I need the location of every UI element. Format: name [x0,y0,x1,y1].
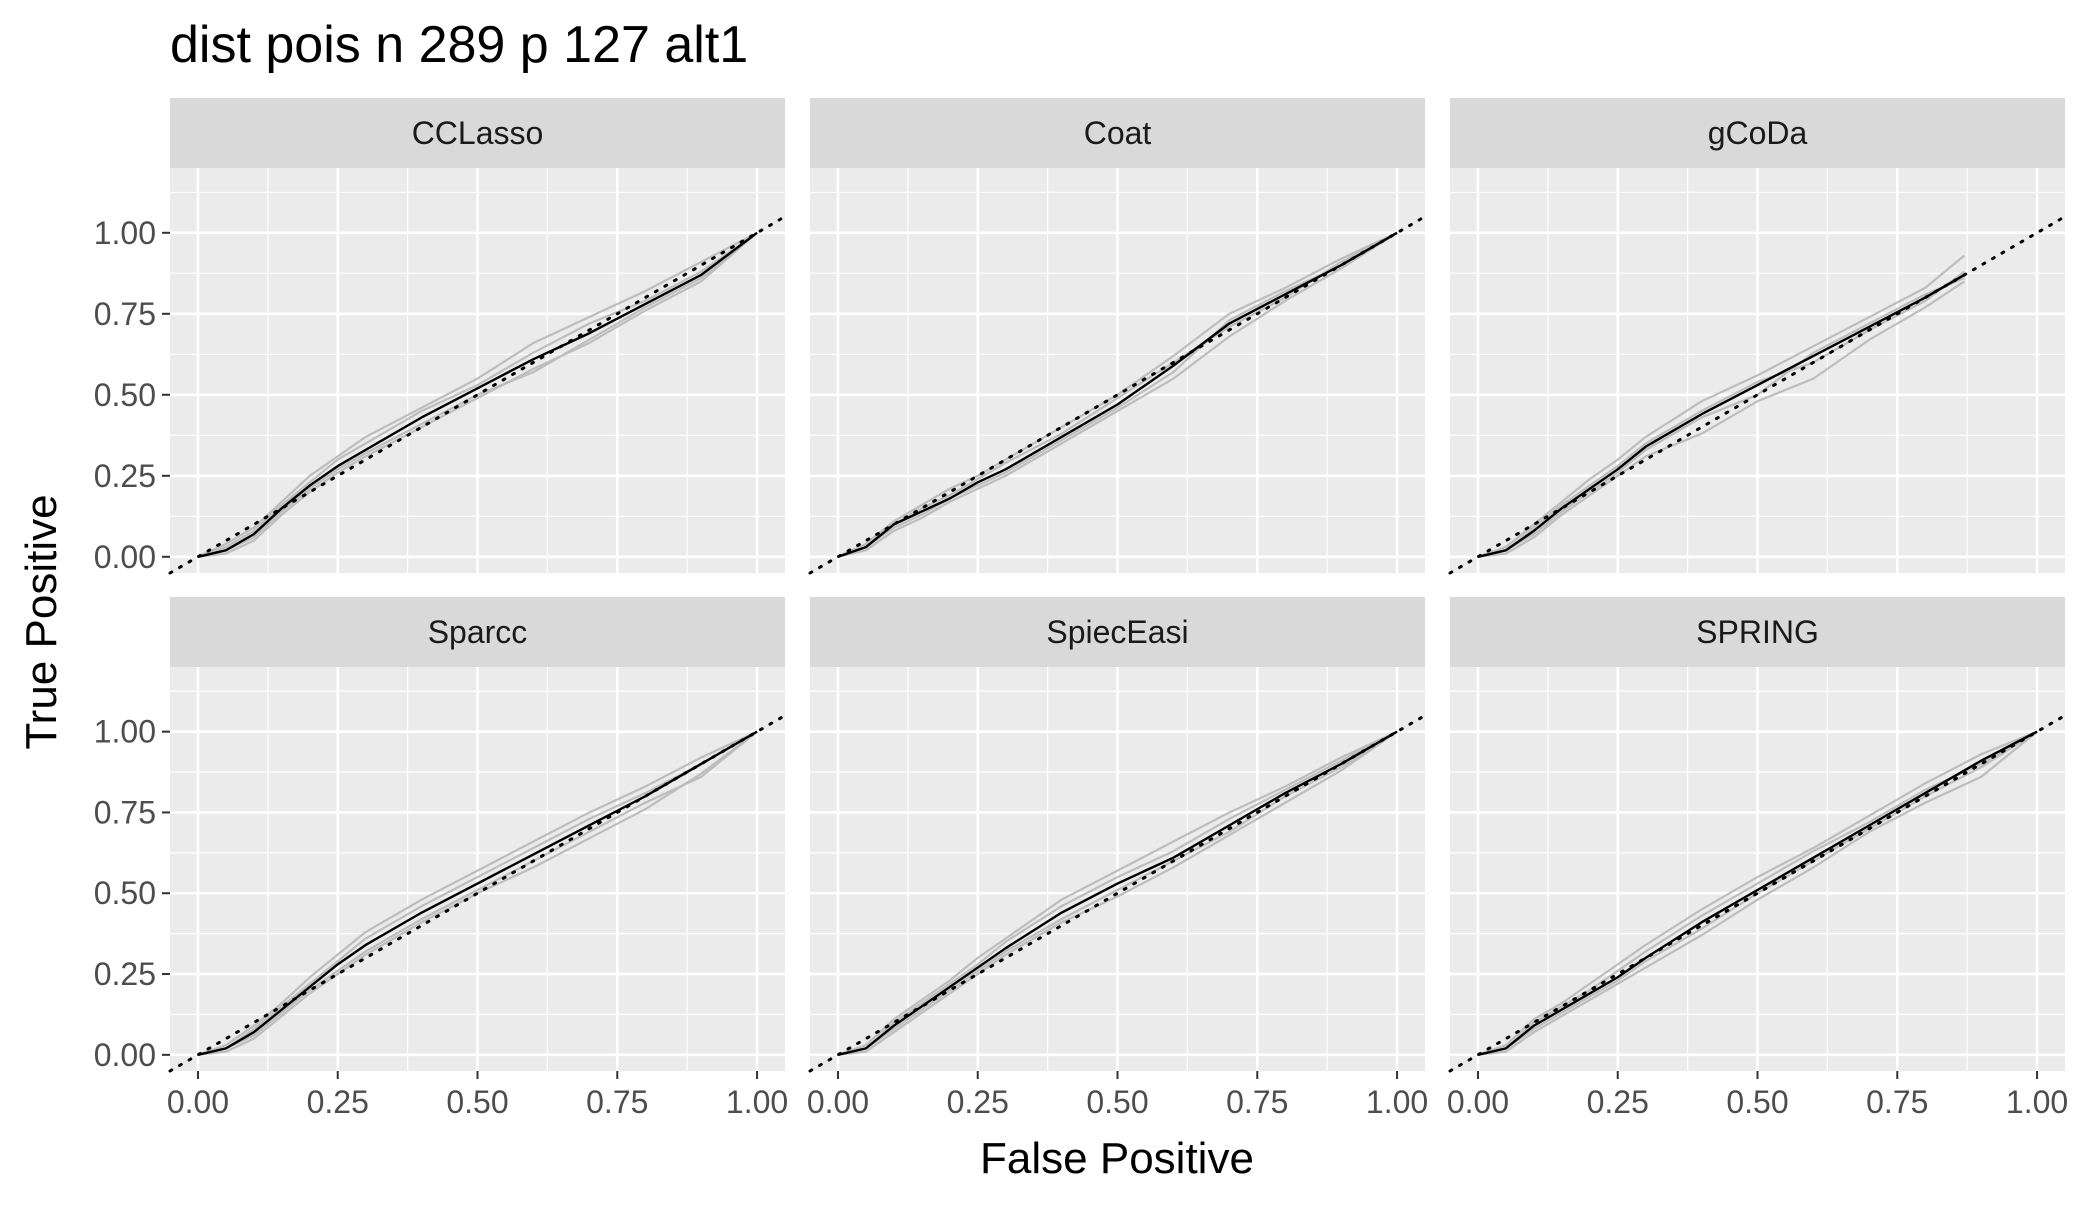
replicate-line [1477,254,1966,558]
facet-strip-label: SpiecEasi [1046,614,1188,650]
x-tick-label: 0.50 [446,1084,508,1120]
replicate-line [197,730,758,1056]
y-tick-label: 0.25 [94,458,156,494]
mean-roc-line [1477,273,1965,558]
replicate-line [837,231,1398,558]
gridlines [170,168,785,573]
x-tick-label: 1.00 [2006,1084,2068,1120]
x-axis: 0.00 0.25 0.50 0.75 1.00 [167,1071,788,1120]
replicate-line [1477,730,2038,1056]
y-tick-label: 1.00 [94,714,156,750]
y-axis-title: True Positive [17,494,66,749]
x-axis-title: False Positive [980,1134,1254,1183]
x-tick-label: 1.00 [726,1084,788,1120]
facet-strip [1450,98,2065,168]
x-tick-label: 0.25 [307,1084,369,1120]
mean-roc-line [837,730,1398,1057]
facet-panel: SpiecEasi 0.00 0.25 0.50 0.75 1.00 [807,597,1428,1120]
x-tick-label: 0.50 [1086,1084,1148,1120]
reference-diagonal [168,713,787,1073]
replicate-line [837,730,1398,1056]
replicate-line [197,231,758,558]
x-tick-label: 0.00 [167,1084,229,1120]
facet-panel: CCLasso 0.00 0.25 0.50 0.75 1.00 [94,98,787,575]
x-tick-label: 0.00 [1447,1084,1509,1120]
reference-diagonal [808,215,1427,575]
facet-strip-label: gCoDa [1708,115,1808,151]
x-tick-label: 0.50 [1726,1084,1788,1120]
x-tick-label: 0.75 [1866,1084,1928,1120]
y-tick-label: 0.75 [94,794,156,830]
facet-strip [170,597,785,667]
x-tick-label: 0.75 [1226,1084,1288,1120]
reference-diagonal [168,215,787,575]
facet-strip-label: CCLasso [412,115,544,151]
facet-strip-label: Sparcc [428,614,528,650]
replicate-line [1477,730,2038,1056]
gridlines [810,168,1425,573]
reference-diagonal [1448,215,2067,575]
y-tick-label: 0.75 [94,296,156,332]
replicate-line [837,231,1398,558]
facet-panel: gCoDa [1448,98,2067,575]
x-axis: 0.00 0.25 0.50 0.75 1.00 [1447,1071,2068,1120]
reference-diagonal [808,713,1427,1073]
facet-strip [170,98,785,168]
replicate-line [197,730,758,1056]
y-tick-label: 0.50 [94,875,156,911]
x-tick-label: 0.00 [807,1084,869,1120]
replicate-line [1477,280,1965,558]
gridlines [810,667,1425,1071]
y-tick-label: 0.00 [94,539,156,575]
facet-panels: CCLasso 0.00 0.25 0.50 0.75 1.00 Coat gCoDa Spar… [94,98,2068,1120]
x-tick-label: 0.25 [947,1084,1009,1120]
facet-strip-label: SPRING [1696,614,1819,650]
replicate-line [197,730,758,1056]
facet-strip-label: Coat [1084,115,1152,151]
facet-strip [810,98,1425,168]
mean-roc-line [1477,730,2038,1057]
reference-diagonal [1448,713,2067,1073]
y-axis: 0.00 0.25 0.50 0.75 1.00 [94,714,170,1073]
gridlines [1450,667,2065,1071]
replicate-line [197,231,758,558]
x-axis: 0.00 0.25 0.50 0.75 1.00 [807,1071,1428,1120]
x-tick-label: 0.75 [586,1084,648,1120]
y-tick-label: 1.00 [94,215,156,251]
facet-panel: Coat [808,98,1427,575]
y-tick-label: 0.25 [94,956,156,992]
facet-strip [1450,597,2065,667]
mean-roc-line [197,231,758,558]
x-tick-label: 0.25 [1587,1084,1649,1120]
facet-panel: SPRING 0.00 0.25 0.50 0.75 1.00 [1447,597,2068,1120]
replicate-line [197,730,758,1056]
y-axis: 0.00 0.25 0.50 0.75 1.00 [94,215,170,575]
replicate-line [837,231,1398,558]
replicate-line [1477,277,1965,558]
x-tick-label: 1.00 [1366,1084,1428,1120]
replicate-line [197,231,758,558]
facet-strip [810,597,1425,667]
gridlines [1450,168,2065,573]
replicate-lines [197,730,758,1056]
replicate-line [837,730,1398,1056]
y-tick-label: 0.00 [94,1037,156,1073]
gridlines [170,667,785,1071]
y-tick-label: 0.50 [94,377,156,413]
chart-title: dist pois n 289 p 127 alt1 [170,16,748,74]
replicate-line [837,730,1398,1056]
